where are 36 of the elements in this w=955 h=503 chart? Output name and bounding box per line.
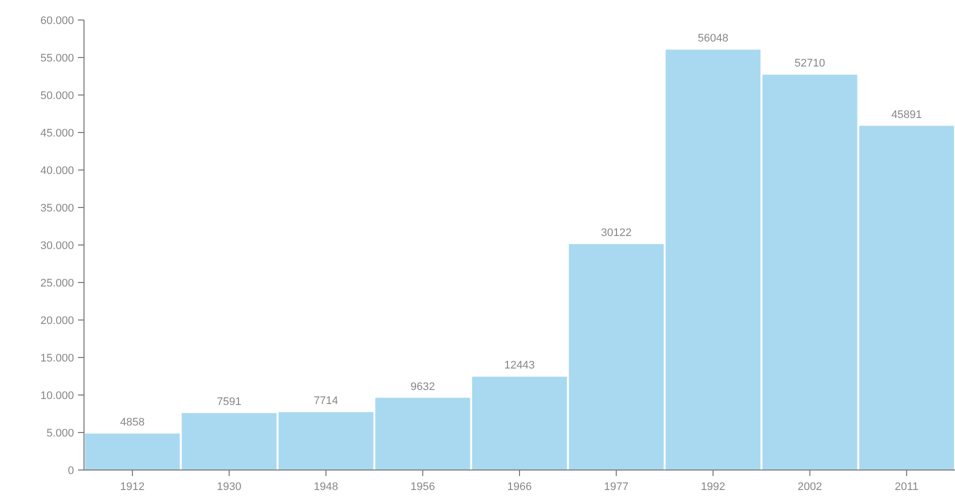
x-tick-label: 1948 [314, 481, 338, 493]
y-tick-label: 30.000 [40, 240, 74, 252]
y-tick-label: 40.000 [40, 164, 74, 177]
y-tick-label: 20.000 [40, 314, 74, 327]
x-tick-label: 2011 [894, 481, 918, 493]
data-label: 45891 [891, 108, 922, 121]
data-label: 7714 [314, 395, 338, 408]
data-label: 56048 [698, 32, 728, 45]
data-label: 30122 [600, 227, 632, 240]
bar [568, 244, 664, 470]
y-tick-label: 10.000 [40, 390, 74, 402]
y-tick-label: 0 [68, 464, 74, 477]
x-tick-label: 1956 [410, 481, 435, 493]
bar [666, 50, 760, 470]
bar [472, 376, 567, 470]
y-tick-label: 55.000 [40, 52, 74, 64]
y-tick-label: 35.000 [40, 202, 74, 214]
bar [278, 412, 374, 470]
x-tick-label: 1992 [700, 481, 726, 493]
y-tick-label: 5.000 [46, 427, 74, 440]
data-label: 7591 [216, 396, 242, 408]
y-tick-label: 50.000 [40, 90, 74, 102]
data-label: 12443 [504, 360, 535, 372]
x-tick-label: 1966 [507, 481, 532, 493]
x-tick-label: 1912 [120, 481, 145, 493]
y-tick-label: 45.000 [40, 127, 74, 140]
bar [375, 398, 470, 470]
data-label: 9632 [410, 380, 435, 393]
x-tick-label: 1977 [604, 481, 629, 493]
x-tick-label: 1930 [216, 481, 242, 493]
data-label: 4858 [120, 416, 145, 429]
x-tick-label: 2002 [798, 481, 822, 493]
y-tick-label: 15.000 [40, 352, 74, 364]
y-tick-label: 25.000 [40, 277, 74, 290]
y-tick-label: 60.000 [40, 14, 74, 27]
data-label: 52710 [794, 58, 826, 70]
